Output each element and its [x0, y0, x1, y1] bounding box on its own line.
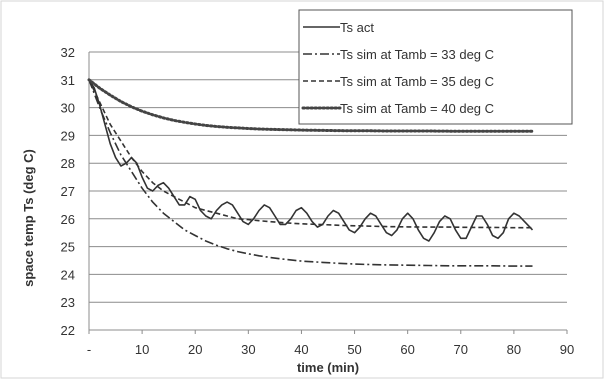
y-tick-label: 32: [61, 45, 75, 60]
legend: Ts act Ts sim at Tamb = 33 deg C Ts sim at…: [298, 9, 573, 125]
x-tick-label: 80: [507, 342, 521, 357]
y-tick-label: 28: [61, 156, 75, 171]
x-tick-label: 50: [347, 342, 361, 357]
series-line: [88, 79, 533, 267]
series-line: [87, 78, 534, 133]
x-tick-label: 30: [241, 342, 255, 357]
y-tick-label: 31: [61, 73, 75, 88]
x-tick-label: 20: [188, 342, 202, 357]
x-tick-label: 60: [400, 342, 414, 357]
x-tick-labels: - 10 20 30 40 50 60 70 80 90: [87, 342, 574, 357]
legend-label: Ts sim at Tamb = 35 deg C: [340, 74, 494, 89]
y-axis-label: space temp Ts (deg C): [21, 149, 36, 287]
x-tick-label: 40: [294, 342, 308, 357]
axes: [88, 52, 568, 334]
y-tick-label: 23: [61, 295, 75, 310]
y-tick-labels: 22 23 24 25 26 27 28 29 30 31 32: [61, 45, 75, 338]
y-tick-label: 30: [61, 101, 75, 116]
legend-label: Ts act: [340, 20, 374, 35]
x-tick-label: -: [87, 342, 91, 357]
x-axis-label: time (min): [297, 360, 359, 375]
y-tick-label: 27: [61, 184, 75, 199]
series-line: [88, 79, 534, 242]
y-tick-label: 29: [61, 128, 75, 143]
legend-label: Ts sim at Tamb = 33 deg C: [340, 47, 494, 62]
x-tick-label: 90: [560, 342, 574, 357]
y-tick-label: 26: [61, 212, 75, 227]
x-tick-label: 10: [135, 342, 149, 357]
x-tick-label: 70: [454, 342, 468, 357]
legend-box: [298, 9, 573, 125]
series-line: [88, 79, 533, 229]
legend-label: Ts sim at Tamb = 40 deg C: [340, 101, 494, 116]
y-tick-label: 25: [61, 240, 75, 255]
y-tick-label: 24: [61, 267, 75, 282]
series-lines: [87, 78, 534, 267]
y-tick-label: 22: [61, 323, 75, 338]
